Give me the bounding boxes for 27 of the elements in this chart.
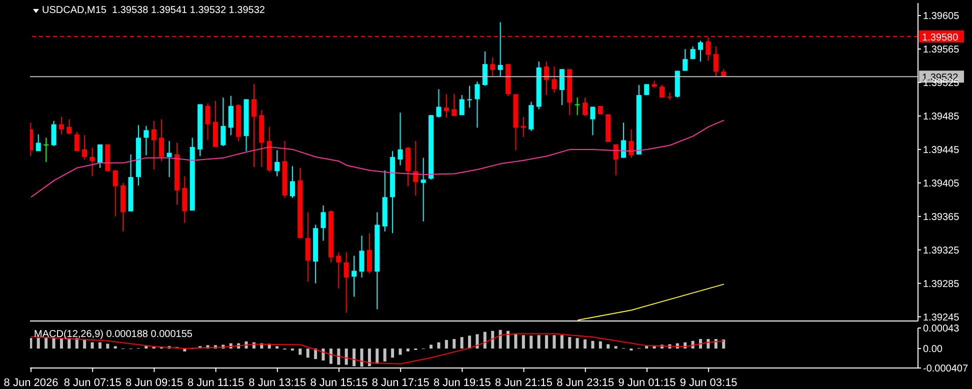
x-tick-label: 8 Jun 09:15 xyxy=(125,377,183,389)
x-tick-label: 8 Jun 11:15 xyxy=(187,377,244,389)
x-tick-label: 8 Jun 2026 xyxy=(4,377,58,389)
y-tick-label: 1.39605 xyxy=(923,11,960,22)
y-tick-label: 1.39485 xyxy=(923,112,960,123)
x-tick-label: 8 Jun 17:15 xyxy=(372,377,430,389)
y-tick-label: 1.39565 xyxy=(923,44,960,56)
x-tick-label: 8 Jun 13:15 xyxy=(248,377,306,389)
y-tick-label: -0.000407 xyxy=(923,364,968,375)
ref-line-label: 1.39580 xyxy=(922,32,959,44)
y-tick-label: 1.39365 xyxy=(923,212,960,223)
chart-title: USDCAD,M15 1.39538 1.39541 1.39532 1.39532 xyxy=(42,5,265,16)
y-tick-label: 1.39245 xyxy=(923,312,960,324)
y-tick-label: 1.39285 xyxy=(923,278,960,290)
y-tick-label: 1.39325 xyxy=(923,245,960,256)
x-tick-label: 8 Jun 07:15 xyxy=(64,377,122,389)
y-tick-label: 1.39405 xyxy=(923,178,960,190)
x-tick-label: 8 Jun 23:15 xyxy=(556,377,614,389)
x-tick-label: 8 Jun 15:15 xyxy=(310,377,368,389)
chart-title: MACD(12,26,9) 0.000188 0.000155 xyxy=(34,329,192,340)
y-tick-label: 1.39445 xyxy=(923,144,960,156)
x-tick-label: 9 Jun 01:15 xyxy=(618,377,676,389)
x-tick-label: 8 Jun 19:15 xyxy=(433,377,491,389)
x-tick-label: 8 Jun 21:15 xyxy=(495,377,553,389)
y-tick-label: 0.00043 xyxy=(923,324,960,335)
x-tick-label: 9 Jun 03:15 xyxy=(680,377,738,389)
y-tick-label: 0.00 xyxy=(923,344,943,356)
